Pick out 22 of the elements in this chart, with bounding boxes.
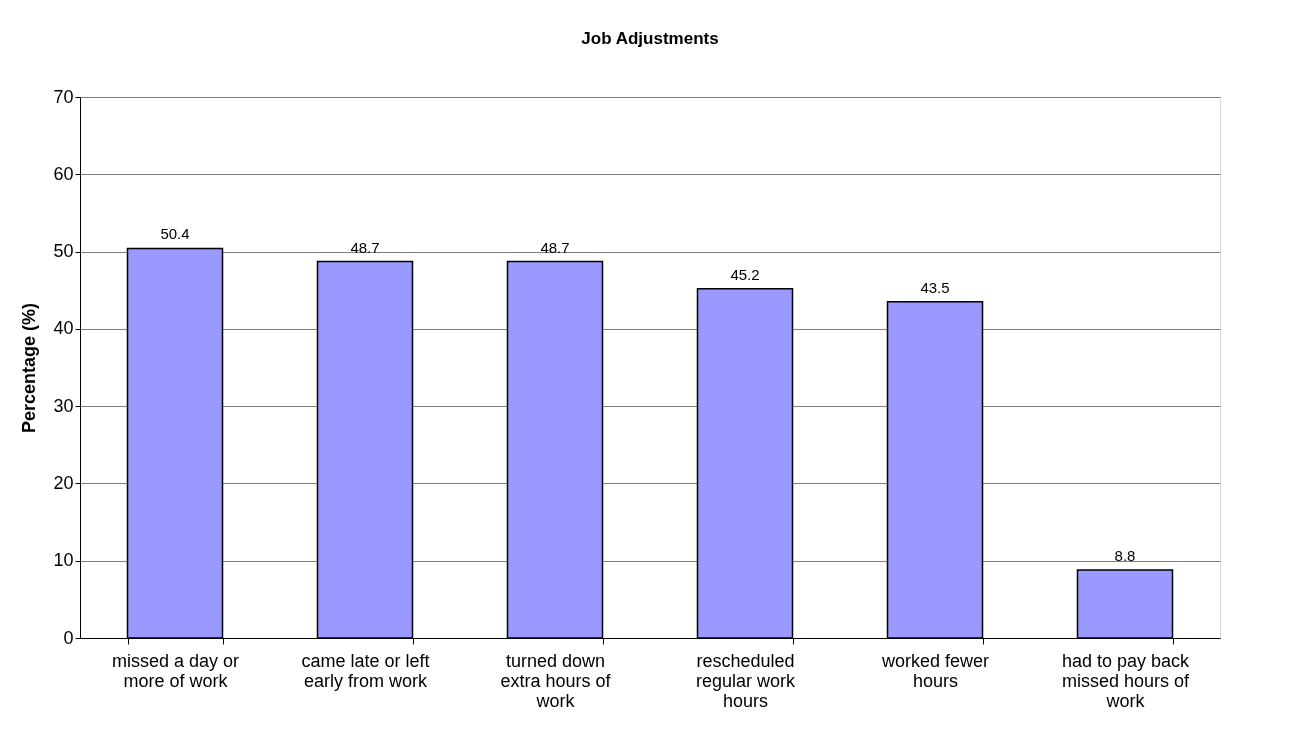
chart-title: Job Adjustments <box>581 29 719 48</box>
data-label: 50.4 <box>160 225 190 243</box>
y-tick-label: 10 <box>53 550 74 571</box>
x-tick-label: missed a day or more of work <box>111 650 240 691</box>
data-label: 45.2 <box>730 265 760 283</box>
data-label: 48.7 <box>540 238 570 256</box>
x-tick-label: rescheduled regular work hours <box>695 650 797 711</box>
x-tick-label: worked fewer hours <box>880 650 990 691</box>
y-tick-label: 50 <box>53 241 74 262</box>
y-tick-label: 0 <box>63 627 74 648</box>
data-label: 43.5 <box>920 278 950 296</box>
x-tick-label: turned down extra hours of work <box>500 650 612 711</box>
x-tick-label: came late or left early from work <box>301 650 430 691</box>
x-tick-label: had to pay back missed hours of work <box>1061 650 1191 711</box>
data-label: 48.7 <box>350 238 380 256</box>
y-tick-label: 30 <box>53 395 74 416</box>
y-tick-label: 70 <box>53 86 74 107</box>
data-label: 8.8 <box>1114 546 1136 564</box>
y-tick-label: 40 <box>53 318 74 339</box>
y-tick-label: 20 <box>53 472 74 493</box>
y-tick-label: 60 <box>53 163 74 184</box>
y-axis-title: Percentage (%) <box>19 302 40 434</box>
